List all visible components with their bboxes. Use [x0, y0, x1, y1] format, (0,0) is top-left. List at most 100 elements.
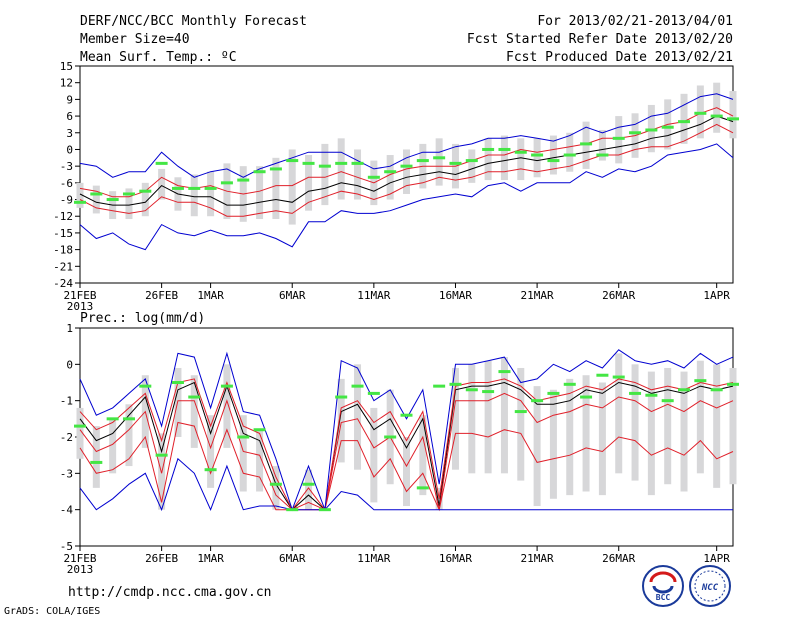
temp-ytick-label: 9 [66, 93, 73, 106]
temp-range-bar [484, 138, 492, 181]
prec-member-marker [237, 435, 250, 439]
temp-member-marker [580, 142, 593, 146]
prec-line-ensemble-mean [79, 381, 734, 511]
prec-xtick-label: 1MAR [197, 552, 224, 565]
temp-member-marker [629, 131, 642, 135]
prec-xtick-sublabel: 2013 [67, 563, 94, 576]
temp-ytick-label: -9 [60, 194, 73, 207]
prec-xtick-label: 21FEB [63, 552, 96, 565]
forecast-period: For 2013/02/21-2013/04/01 [537, 14, 733, 29]
prec-member-marker [335, 395, 348, 399]
temp-ytick-label: 6 [66, 110, 73, 123]
prec-member-marker [694, 379, 707, 383]
prec-member-marker [482, 390, 495, 394]
prec-range-bar [533, 386, 541, 507]
prec-member-marker [367, 391, 380, 395]
temp-ytick-label: 0 [66, 143, 73, 156]
ncc-logo-inner-ring [694, 570, 726, 602]
temp-range-bar [288, 149, 296, 225]
temp-member-marker [171, 186, 184, 190]
temp-range-bar [305, 155, 313, 211]
temp-xtick-label: 1MAR [197, 289, 224, 302]
prec-member-marker [253, 428, 266, 432]
fcst-produced-date: Fcst Produced Date 2013/02/21 [506, 50, 733, 65]
prec-ytick-label: -3 [60, 467, 73, 480]
temp-line-upper-outer [79, 93, 734, 178]
prec-line-lower-inner [79, 421, 734, 512]
prec-range-bar [664, 367, 672, 485]
temp-ytick-label: -6 [60, 177, 73, 190]
temp-ytick-label: -21 [53, 260, 73, 273]
temp-member-marker [204, 186, 217, 190]
prec-range-bar [419, 415, 427, 496]
temp-member-marker [351, 161, 364, 165]
prec-ytick-label: -2 [60, 431, 73, 444]
temp-member-marker [302, 161, 315, 165]
prec-range-bar [190, 375, 198, 448]
prec-range-bar [256, 429, 264, 492]
prec-range-bar [631, 364, 639, 481]
temp-line-lower-outer [79, 143, 734, 251]
temp-member-marker [694, 111, 707, 115]
temp-member-marker [449, 161, 462, 165]
prec-member-marker [400, 413, 413, 417]
temp-range-bar [354, 149, 362, 200]
temp-member-marker [155, 161, 168, 165]
temp-range-bar [207, 171, 215, 217]
prec-range-bar [582, 375, 590, 492]
prec-ytick-label: 1 [66, 322, 73, 335]
prec-range-bar [223, 364, 231, 448]
prec-member-marker [318, 508, 331, 512]
prec-line-mid-inner [79, 392, 734, 511]
temp-member-marker [547, 159, 560, 163]
prec-xtick-label: 1APR [703, 552, 730, 565]
ncc-logo-text: NCC [701, 583, 719, 593]
temp-xtick-label: 1APR [703, 289, 730, 302]
prec-member-marker [612, 375, 625, 379]
prec-range-bar [713, 364, 721, 488]
prec-member-marker [531, 399, 544, 403]
temp-member-marker [253, 170, 266, 174]
temp-member-marker [139, 189, 152, 193]
temp-member-marker [286, 159, 299, 163]
temp-range-bar [76, 182, 84, 208]
prec-range-bar [272, 466, 280, 510]
temp-member-marker [188, 186, 201, 190]
prec-member-marker [384, 435, 397, 439]
temp-ytick-label: -3 [60, 160, 73, 173]
prec-member-marker [645, 393, 658, 397]
prec-member-marker [204, 468, 217, 472]
prec-xtick-label: 11MAR [357, 552, 390, 565]
prec-range-bar [305, 469, 313, 510]
temp-member-marker [482, 147, 495, 151]
temp-member-marker [237, 178, 250, 182]
prec-member-marker [155, 453, 168, 457]
prec-range-bar [109, 418, 117, 474]
source-url[interactable]: http://cmdp.ncc.cma.gov.cn [68, 585, 272, 600]
temp-xtick-label: 6MAR [279, 289, 306, 302]
prec-member-marker [188, 395, 201, 399]
prec-member-marker [514, 410, 527, 414]
prec-member-marker [563, 382, 576, 386]
prec-member-marker [580, 395, 593, 399]
prec-member-marker [547, 391, 560, 395]
prec-member-marker [727, 382, 739, 386]
prec-xtick-label: 26FEB [145, 552, 178, 565]
temp-member-marker [596, 153, 609, 157]
temp-ytick-label: -15 [53, 227, 73, 240]
temp-range-bar [435, 138, 443, 186]
prec-ytick-label: -4 [60, 504, 74, 517]
temp-member-marker [122, 192, 135, 196]
prec-member-marker [449, 382, 462, 386]
temp-member-marker [514, 150, 527, 154]
prec-member-marker [351, 384, 364, 388]
prec-line-upper-outer [79, 349, 734, 512]
prec-range-bar [615, 353, 623, 474]
temp-range-bar [566, 132, 574, 172]
prec-member-marker [286, 508, 299, 512]
prec-member-marker [302, 482, 315, 486]
temp-member-marker [645, 128, 658, 132]
prec-ytick-label: -1 [60, 395, 73, 408]
prec-member-marker [678, 388, 691, 392]
